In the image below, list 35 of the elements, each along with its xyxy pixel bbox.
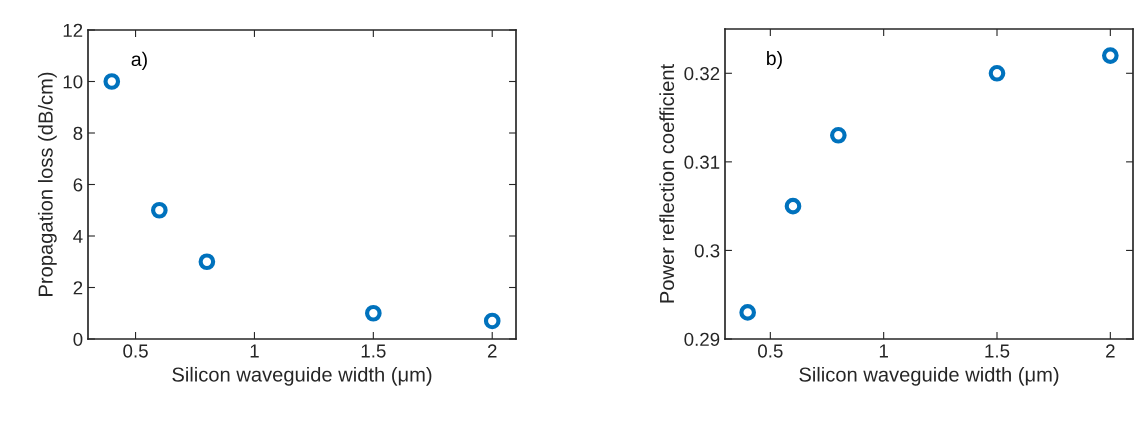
y-tick-label: 4 <box>73 229 83 243</box>
y-tick-label: 10 <box>63 75 83 89</box>
x-tick-label: 1 <box>250 344 259 358</box>
y-tick-label: 0.3 <box>694 244 720 258</box>
point <box>829 126 847 144</box>
annotation: b) <box>767 50 782 70</box>
y-tick-label: 0 <box>73 332 83 346</box>
y-tick-label: 6 <box>73 178 83 192</box>
y-tick-label: 8 <box>73 126 83 140</box>
x-tick-label: 2 <box>1106 344 1115 358</box>
point <box>739 304 757 321</box>
y-tick-label: 12 <box>63 23 83 37</box>
x-axis-title: Silicon waveguide width (μm) <box>172 366 432 386</box>
y-tick-label: 0.32 <box>684 66 720 81</box>
x-tick-label: 0.5 <box>123 344 148 358</box>
y-axis-title: Propagation loss (dB/cm) <box>37 72 57 296</box>
x-tick-label: 1 <box>879 344 888 358</box>
point <box>150 201 168 219</box>
x-tick-label: 1.5 <box>361 344 386 358</box>
y-tick-label: 0.29 <box>684 332 720 346</box>
x-tick-label: 0.5 <box>758 344 783 358</box>
y-tick-label: 2 <box>73 281 83 295</box>
point <box>1101 47 1119 64</box>
point <box>364 304 382 322</box>
x-tick-label: 1.5 <box>985 344 1010 358</box>
x-tick-label: 2 <box>487 344 497 358</box>
point <box>198 253 216 271</box>
annotation: a) <box>131 51 147 70</box>
point <box>483 312 501 330</box>
y-axis-title: Power reflection coefficient <box>659 63 675 303</box>
point <box>103 73 121 90</box>
x-axis-title: Silicon waveguide width (μm) <box>799 366 1059 386</box>
y-tick-label: 0.31 <box>684 155 720 169</box>
point <box>988 64 1006 82</box>
point <box>784 197 802 215</box>
